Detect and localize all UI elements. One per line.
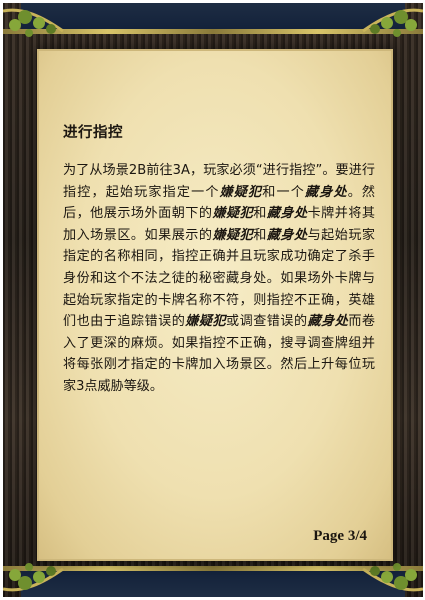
- paragraph-text: 而卷入了更深的麻烦。如果指控不正确，搜寻调查牌组并将每张刚才指定的卡牌加入场景区…: [63, 314, 376, 394]
- ivy-corner-ornament-icon: [362, 8, 423, 37]
- keyword-term: 藏身处: [266, 206, 308, 222]
- ivy-corner-ornament-icon: [362, 563, 423, 592]
- rules-paragraph: 为了从场景2B前往3A，玩家必须“进行指控”。要进行指控，起始玩家指定一个嫌疑犯…: [63, 160, 375, 398]
- paragraph-text: 和: [253, 227, 267, 243]
- keyword-term: 藏身处: [307, 314, 349, 330]
- keyword-term: 嫌疑犯: [219, 184, 263, 200]
- frame-bottom-band: [21, 571, 405, 597]
- paragraph-text: 与起始玩家指定的名称相同，指控正确并且玩家成功确定了杀手身份和这个不法之徒的秘密…: [63, 227, 376, 330]
- keyword-term: 嫌疑犯: [212, 227, 254, 243]
- paragraph-text: 和: [253, 206, 267, 222]
- paragraph-text: 。然后，他展示场外面朝下的: [63, 184, 376, 222]
- card-frame: 进行指控 为了从场景2B前往3A，玩家必须“进行指控”。要进行指控，起始玩家指定…: [3, 3, 423, 597]
- paragraph-text: 或调查错误的: [226, 314, 308, 330]
- keyword-term: 藏身处: [266, 227, 308, 243]
- keyword-term: 嫌疑犯: [212, 206, 254, 222]
- gold-trim-top: [3, 29, 423, 34]
- paragraph-text: 卡牌并将其加入场景区。如果展示的: [63, 206, 376, 243]
- paragraph-text: 为了从场景2B前往3A，玩家必须“进行指控”。要进行指控，起始玩家指定一个: [63, 163, 375, 200]
- paragraph-text: 和一个: [262, 184, 305, 200]
- frame-top-band: [21, 3, 405, 29]
- page-number: Page 3/4: [313, 528, 367, 544]
- keyword-term: 藏身处: [304, 184, 348, 200]
- ivy-corner-ornament-icon: [3, 563, 64, 592]
- parchment-panel: 进行指控 为了从场景2B前往3A，玩家必须“进行指控”。要进行指控，起始玩家指定…: [39, 51, 391, 559]
- ivy-corner-ornament-icon: [3, 8, 64, 37]
- keyword-term: 嫌疑犯: [185, 314, 227, 330]
- rules-content: 进行指控 为了从场景2B前往3A，玩家必须“进行指控”。要进行指控，起始玩家指定…: [63, 121, 375, 398]
- gold-trim-bottom: [3, 566, 423, 571]
- section-title: 进行指控: [63, 125, 123, 141]
